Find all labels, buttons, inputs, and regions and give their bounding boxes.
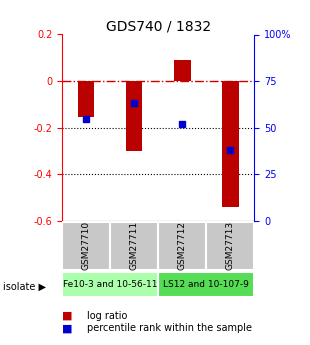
Text: isolate ▶: isolate ▶: [3, 282, 46, 292]
Bar: [222, 81, 239, 207]
Bar: [158, 222, 206, 270]
Text: LS12 and 10-107-9: LS12 and 10-107-9: [163, 279, 249, 288]
Text: GSM27713: GSM27713: [226, 221, 235, 270]
Title: GDS740 / 1832: GDS740 / 1832: [105, 19, 211, 33]
Bar: [62, 222, 110, 270]
Text: log ratio: log ratio: [87, 311, 127, 321]
Text: percentile rank within the sample: percentile rank within the sample: [87, 324, 252, 333]
Bar: [62, 272, 158, 297]
Text: ■: ■: [62, 324, 73, 333]
Text: GSM27712: GSM27712: [178, 221, 187, 270]
Bar: [206, 222, 254, 270]
Text: Fe10-3 and 10-56-11: Fe10-3 and 10-56-11: [63, 279, 157, 288]
Bar: [126, 81, 143, 151]
Text: GSM27710: GSM27710: [82, 221, 91, 270]
Bar: [78, 81, 95, 117]
Bar: [158, 272, 254, 297]
Text: GSM27711: GSM27711: [130, 221, 139, 270]
Bar: [110, 222, 158, 270]
Bar: [174, 60, 191, 81]
Text: ■: ■: [62, 311, 73, 321]
